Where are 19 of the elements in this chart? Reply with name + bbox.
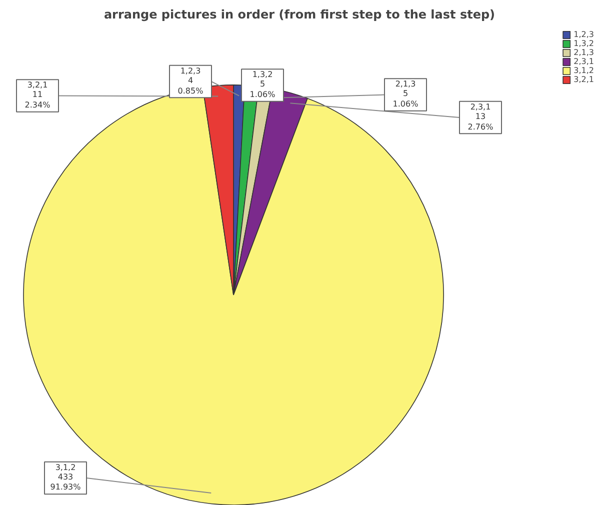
legend-label: 3,2,1 <box>574 75 594 84</box>
data-label: 5 1.06% <box>392 89 419 109</box>
slice-label: 2,1,3 <box>395 80 416 89</box>
legend-label: 1,2,3 <box>574 30 594 39</box>
data-label: 13 2.76% <box>468 112 494 132</box>
data-label: 5 1.06% <box>250 80 276 100</box>
data-label: 11 2.34% <box>24 90 51 110</box>
legend-label: 2,1,3 <box>574 48 594 57</box>
data-label: 433 91.93% <box>50 472 82 492</box>
chart-title: arrange pictures in order (from first step to the last step) <box>104 8 496 22</box>
slice-label: 1,3,2 <box>252 70 273 80</box>
legend-label: 2,3,1 <box>574 57 594 66</box>
data-label: 4 0.85% <box>178 76 204 96</box>
legend-label: 1,3,2 <box>574 39 594 48</box>
slice-label: 3,1,2 <box>55 462 76 472</box>
slice-label: 3,2,1 <box>27 80 48 90</box>
slice-label: 2,3,1 <box>470 102 491 112</box>
slice-label: 1,2,3 <box>180 66 201 76</box>
legend-label: 3,1,2 <box>574 66 594 75</box>
